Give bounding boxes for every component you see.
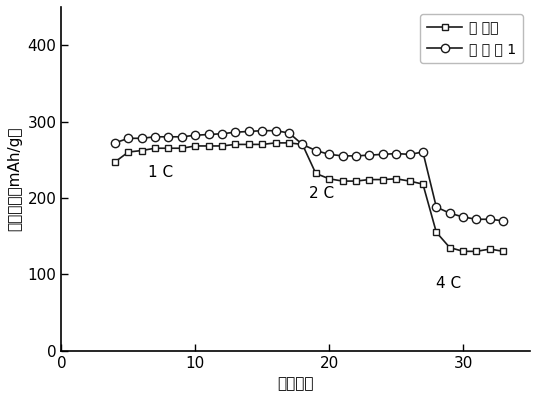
X-axis label: 循环次数: 循环次数 <box>278 376 314 391</box>
Y-axis label: 放电容量（mAh/g）: 放电容量（mAh/g） <box>7 127 22 231</box>
Text: 1 C: 1 C <box>148 164 173 179</box>
Text: 4 C: 4 C <box>437 276 461 291</box>
Legend: 对 比例, 实 施 例 1: 对 比例, 实 施 例 1 <box>420 14 523 63</box>
Text: 2 C: 2 C <box>309 186 334 201</box>
